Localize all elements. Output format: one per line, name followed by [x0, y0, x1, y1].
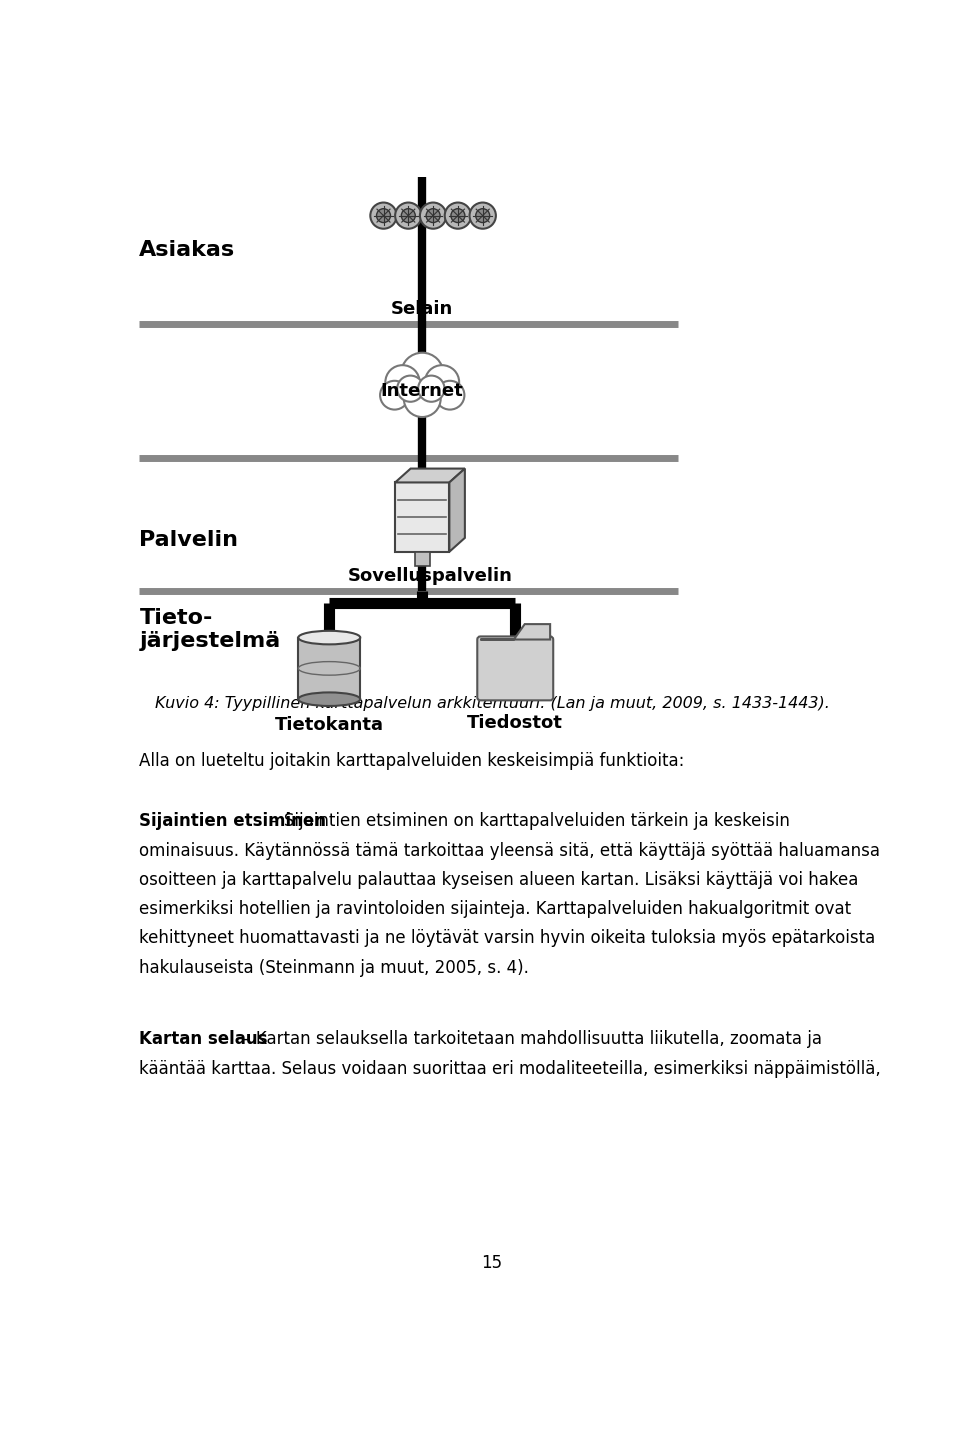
Circle shape	[401, 352, 444, 394]
Circle shape	[444, 202, 471, 228]
Circle shape	[451, 209, 465, 222]
Text: hakulauseista (Steinmann ja muut, 2005, s. 4).: hakulauseista (Steinmann ja muut, 2005, …	[139, 959, 529, 976]
Text: – Sijaintien etsiminen on karttapalveluiden tärkein ja keskeisin: – Sijaintien etsiminen on karttapalvelui…	[265, 813, 790, 830]
Circle shape	[376, 209, 391, 222]
Polygon shape	[449, 468, 465, 552]
FancyBboxPatch shape	[396, 482, 449, 552]
Text: Alla on lueteltu joitakin karttapalveluiden keskeisimpiä funktioita:: Alla on lueteltu joitakin karttapalvelui…	[139, 752, 684, 770]
FancyBboxPatch shape	[299, 638, 360, 699]
Circle shape	[404, 380, 441, 417]
Text: – Kartan selauksella tarkoitetaan mahdollisuutta liikutella, zoomata ja: – Kartan selauksella tarkoitetaan mahdol…	[237, 1030, 822, 1048]
Text: Tieto-: Tieto-	[139, 608, 213, 628]
Text: Kuvio 4: Tyypillinen karttapalvelun arkkitehtuuri. (Lan ja muut, 2009, s. 1433-1: Kuvio 4: Tyypillinen karttapalvelun arkk…	[155, 696, 829, 710]
Circle shape	[371, 202, 396, 228]
FancyBboxPatch shape	[415, 552, 430, 566]
Circle shape	[401, 209, 416, 222]
Polygon shape	[480, 624, 550, 640]
Text: järjestelmä: järjestelmä	[139, 631, 280, 651]
Text: Selain: Selain	[391, 300, 453, 318]
Text: Asiakas: Asiakas	[139, 240, 235, 260]
Text: 15: 15	[481, 1253, 503, 1272]
Circle shape	[476, 209, 490, 222]
Circle shape	[426, 209, 440, 222]
Circle shape	[380, 381, 409, 410]
Ellipse shape	[299, 631, 360, 644]
Circle shape	[425, 365, 459, 399]
Text: Sijaintien etsiminen: Sijaintien etsiminen	[139, 813, 326, 830]
Circle shape	[419, 375, 444, 401]
Circle shape	[385, 365, 420, 399]
Text: kehittyneet huomattavasti ja ne löytävät varsin hyvin oikeita tuloksia myös epät: kehittyneet huomattavasti ja ne löytävät…	[139, 930, 876, 947]
Text: Internet: Internet	[381, 383, 464, 400]
Text: ominaisuus. Käytännössä tämä tarkoittaa yleensä sitä, että käyttäjä syöttää halu: ominaisuus. Käytännössä tämä tarkoittaa …	[139, 842, 880, 859]
Circle shape	[397, 375, 423, 401]
Circle shape	[420, 202, 446, 228]
Text: Tietokanta: Tietokanta	[275, 716, 384, 734]
Text: Palvelin: Palvelin	[139, 530, 238, 550]
FancyBboxPatch shape	[391, 390, 454, 406]
Text: Tiedostot: Tiedostot	[468, 715, 564, 732]
Circle shape	[436, 381, 465, 410]
Text: Kartan selaus: Kartan selaus	[139, 1030, 268, 1048]
Text: esimerkiksi hotellien ja ravintoloiden sijainteja. Karttapalveluiden hakualgorit: esimerkiksi hotellien ja ravintoloiden s…	[139, 900, 852, 918]
Circle shape	[469, 202, 496, 228]
Text: osoitteen ja karttapalvelu palauttaa kyseisen alueen kartan. Lisäksi käyttäjä vo: osoitteen ja karttapalvelu palauttaa kys…	[139, 871, 859, 890]
FancyBboxPatch shape	[477, 637, 553, 700]
Circle shape	[396, 202, 421, 228]
Ellipse shape	[299, 693, 360, 706]
Polygon shape	[396, 468, 465, 482]
Text: kääntää karttaa. Selaus voidaan suorittaa eri modaliteeteilla, esimerkiksi näppä: kääntää karttaa. Selaus voidaan suoritta…	[139, 1060, 881, 1077]
Text: Sovelluspalvelin: Sovelluspalvelin	[348, 567, 513, 585]
